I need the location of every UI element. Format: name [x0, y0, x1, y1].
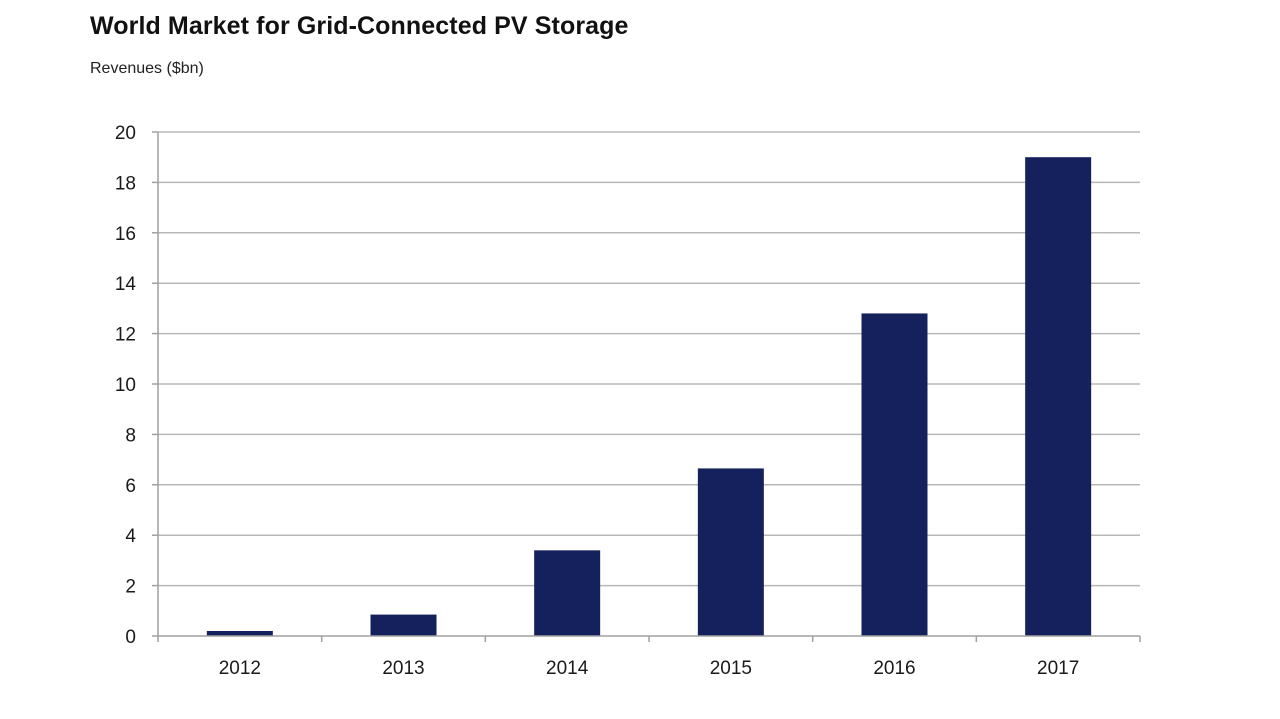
- y-tick-label: 8: [125, 425, 136, 446]
- chart-subtitle: Revenues ($bn): [90, 60, 204, 77]
- y-tick-label: 20: [115, 123, 136, 144]
- axes: [152, 131, 1141, 642]
- y-tick-label: 4: [125, 526, 136, 547]
- y-tick-labels: 0 2 4 6 8 10 12 14 16 18 20: [115, 123, 137, 648]
- x-tick-label: 2015: [710, 658, 752, 679]
- x-tick-label: 2014: [546, 658, 589, 679]
- bar-2012: [206, 630, 273, 636]
- bar-2013: [370, 614, 437, 636]
- gridlines: [158, 131, 1140, 587]
- y-tick-label: 14: [115, 274, 137, 295]
- y-tick-label: 0: [125, 627, 136, 648]
- y-tick-label: 12: [115, 325, 136, 346]
- bars: [206, 157, 1092, 636]
- x-tick-label: 2017: [1037, 658, 1079, 679]
- y-tick-label: 2: [125, 577, 136, 598]
- chart-title: World Market for Grid-Connected PV Stora…: [90, 12, 629, 40]
- y-tick-label: 16: [115, 224, 136, 245]
- x-tick-label: 2016: [873, 658, 915, 679]
- bar-2017: [1025, 157, 1092, 636]
- bar-2015: [697, 468, 764, 636]
- bar-2014: [534, 550, 601, 636]
- y-tick-label: 6: [125, 476, 136, 497]
- y-tick-label: 10: [115, 375, 136, 396]
- x-tick-label: 2013: [382, 658, 424, 679]
- x-tick-label: 2012: [219, 658, 261, 679]
- x-tick-labels: 2012 2013 2014 2015 2016 2017: [219, 658, 1080, 679]
- bar-2016: [861, 313, 928, 636]
- y-tick-label: 18: [115, 173, 136, 194]
